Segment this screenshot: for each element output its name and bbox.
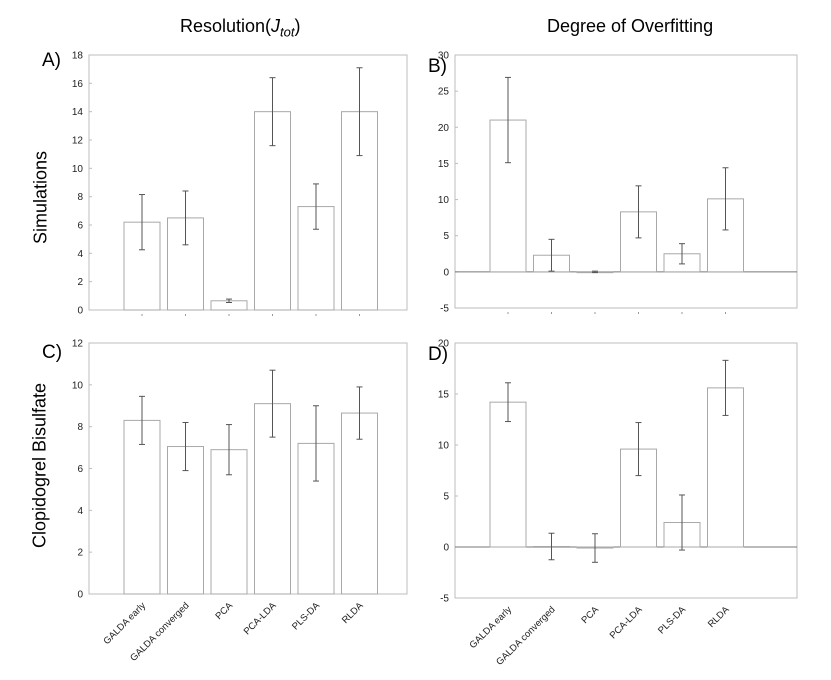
bar <box>123 419 161 595</box>
column-title-resolution: Resolution(Jtot) <box>180 16 301 40</box>
x-tick-label: PLS-DA <box>656 604 689 637</box>
y-tick-label: 10 <box>72 164 84 175</box>
y-tick-label: 0 <box>77 590 83 601</box>
title-subscript: tot <box>280 24 295 40</box>
column-title-overfitting: Degree of Overfitting <box>547 16 714 36</box>
y-tick-label: 2 <box>77 277 83 288</box>
x-tick-label: PCA <box>214 600 236 622</box>
x-tick-label: PLS-DA <box>290 600 323 633</box>
y-tick-label: 14 <box>72 107 84 118</box>
y-tick-label: 16 <box>72 79 84 90</box>
bar <box>341 412 378 595</box>
x-tick-label: GALDA early <box>468 604 515 651</box>
y-tick-label: 5 <box>443 231 449 242</box>
x-tick-label: GALDA early <box>102 600 149 647</box>
y-tick-label: 5 <box>443 492 449 503</box>
y-tick-label: 12 <box>72 136 84 147</box>
plot-frame-b <box>454 54 798 309</box>
y-tick-label: 2 <box>77 548 83 559</box>
y-tick-label: 0 <box>443 267 449 278</box>
x-tick-label: PCA <box>580 604 602 626</box>
y-tick-label: 6 <box>77 221 83 232</box>
panel-label-d: D) <box>428 344 449 365</box>
y-tick-label: 20 <box>438 339 450 350</box>
panel-label-b: B) <box>428 56 447 77</box>
plot-frame-d <box>454 342 798 599</box>
y-tick-label: 0 <box>77 306 83 317</box>
bar <box>489 401 527 548</box>
title-symbol: J <box>271 16 281 36</box>
y-tick-label: 10 <box>438 195 450 206</box>
x-tick-label: PCA-LDA <box>608 604 645 641</box>
y-tick-label: 15 <box>438 159 450 170</box>
panel-label-a: A) <box>42 50 61 71</box>
panel-label-c: C) <box>42 342 63 363</box>
y-tick-label: 0 <box>443 543 449 554</box>
y-tick-label: 25 <box>438 87 450 98</box>
y-tick-label: 10 <box>72 380 84 391</box>
y-tick-label: 4 <box>77 249 83 260</box>
y-tick-label: 12 <box>72 339 84 350</box>
x-tick-label: RLDA <box>340 600 366 626</box>
x-tick-label: PCA-LDA <box>242 600 279 637</box>
plot-frame-a <box>88 54 408 311</box>
y-tick-label: 10 <box>438 441 450 452</box>
y-tick-label: -5 <box>440 594 449 605</box>
title-suffix: ) <box>294 16 301 36</box>
x-tick-label: RLDA <box>706 604 732 630</box>
y-tick-label: 15 <box>438 390 450 401</box>
y-tick-label: 6 <box>77 464 83 475</box>
y-tick-label: -5 <box>440 304 449 315</box>
title-prefix: Resolution( <box>180 16 272 36</box>
y-tick-label: 4 <box>77 506 83 517</box>
y-tick-label: 8 <box>77 422 83 433</box>
y-tick-label: 20 <box>438 123 450 134</box>
y-tick-label: 30 <box>438 51 450 62</box>
y-tick-label: 18 <box>72 51 84 62</box>
bar <box>167 446 204 595</box>
y-tick-label: 8 <box>77 192 83 203</box>
